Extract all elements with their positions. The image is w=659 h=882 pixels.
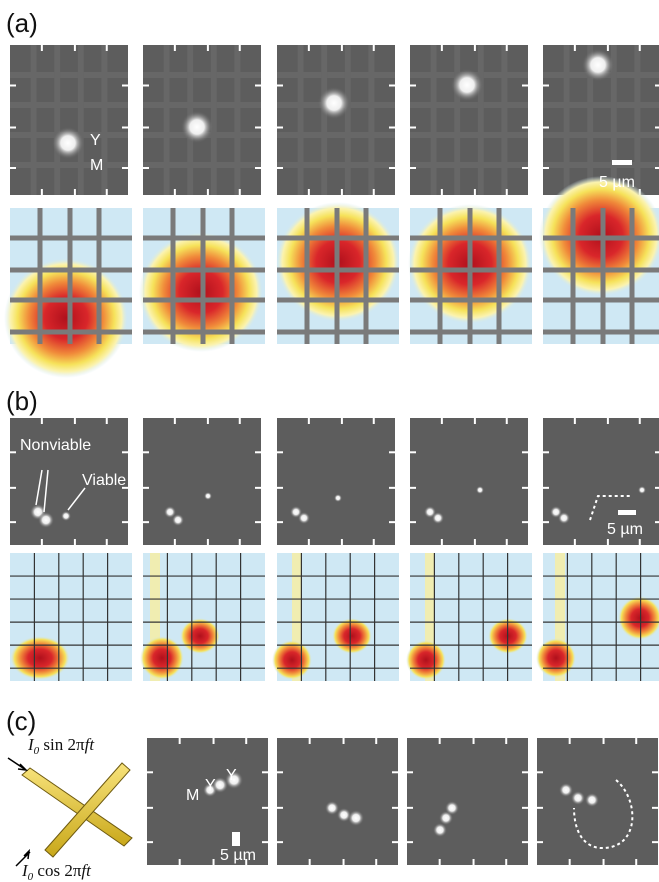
cell — [451, 69, 483, 101]
micrograph — [147, 738, 268, 865]
micrograph — [143, 418, 261, 545]
cell — [558, 512, 570, 524]
cell — [325, 801, 339, 815]
var: ft — [85, 735, 96, 754]
heat-spot — [180, 618, 220, 654]
heat-spot — [536, 638, 576, 678]
cell-label: Y — [90, 132, 101, 149]
panel-label: (a) — [6, 8, 38, 38]
micrograph — [410, 45, 528, 195]
micrograph — [410, 418, 528, 545]
cell-label: M — [90, 157, 103, 174]
scale-label: 5 µm — [220, 847, 256, 864]
cell — [172, 514, 184, 526]
cell — [476, 486, 484, 494]
fn: sin 2π — [39, 735, 85, 754]
cell — [638, 486, 646, 494]
heat-spot — [10, 636, 70, 680]
cell — [298, 512, 310, 524]
cell — [432, 512, 444, 524]
cell-label: Y — [205, 777, 216, 794]
cell — [334, 494, 342, 502]
cell — [204, 492, 212, 500]
cell — [571, 791, 585, 805]
panel-label: (b) — [6, 386, 38, 416]
panel-label: (c) — [6, 706, 36, 736]
scale-bar — [232, 832, 240, 846]
annotation: Nonviable — [20, 437, 91, 454]
scale-label: 5 µm — [599, 174, 635, 191]
signal-label: I0 cos 2πft — [21, 861, 92, 882]
heat-spot — [4, 258, 128, 378]
cell-label: M — [186, 787, 199, 804]
fn: cos 2π — [33, 861, 82, 880]
cell — [52, 127, 84, 159]
cell — [559, 783, 573, 797]
scale-bar — [618, 510, 636, 515]
cell — [181, 111, 213, 143]
scale-label: 5 µm — [607, 521, 643, 538]
heat-spot — [272, 640, 312, 680]
signal-label: I0 sin 2πft — [27, 735, 95, 757]
micrograph — [277, 45, 395, 195]
micrograph — [10, 45, 128, 195]
cell — [348, 810, 364, 826]
figure: (a) (b) (c) Y M 5 µm Nonviable Viable 5 … — [0, 0, 659, 882]
cell — [585, 793, 599, 807]
micrograph — [277, 418, 395, 545]
cell — [433, 823, 447, 837]
cell — [582, 49, 614, 81]
micrograph — [277, 738, 398, 865]
heat-spot — [140, 636, 184, 680]
electrode — [45, 763, 130, 857]
scale-bar — [612, 160, 632, 165]
cell — [445, 801, 459, 815]
cell — [38, 512, 54, 528]
cell — [318, 87, 350, 119]
heat-spot — [332, 618, 372, 654]
heat-spot — [406, 640, 446, 680]
cell-label: Y — [226, 767, 237, 784]
micrograph — [407, 738, 528, 865]
var: ft — [81, 861, 92, 880]
cell — [61, 511, 71, 521]
annotation: Viable — [82, 472, 126, 489]
